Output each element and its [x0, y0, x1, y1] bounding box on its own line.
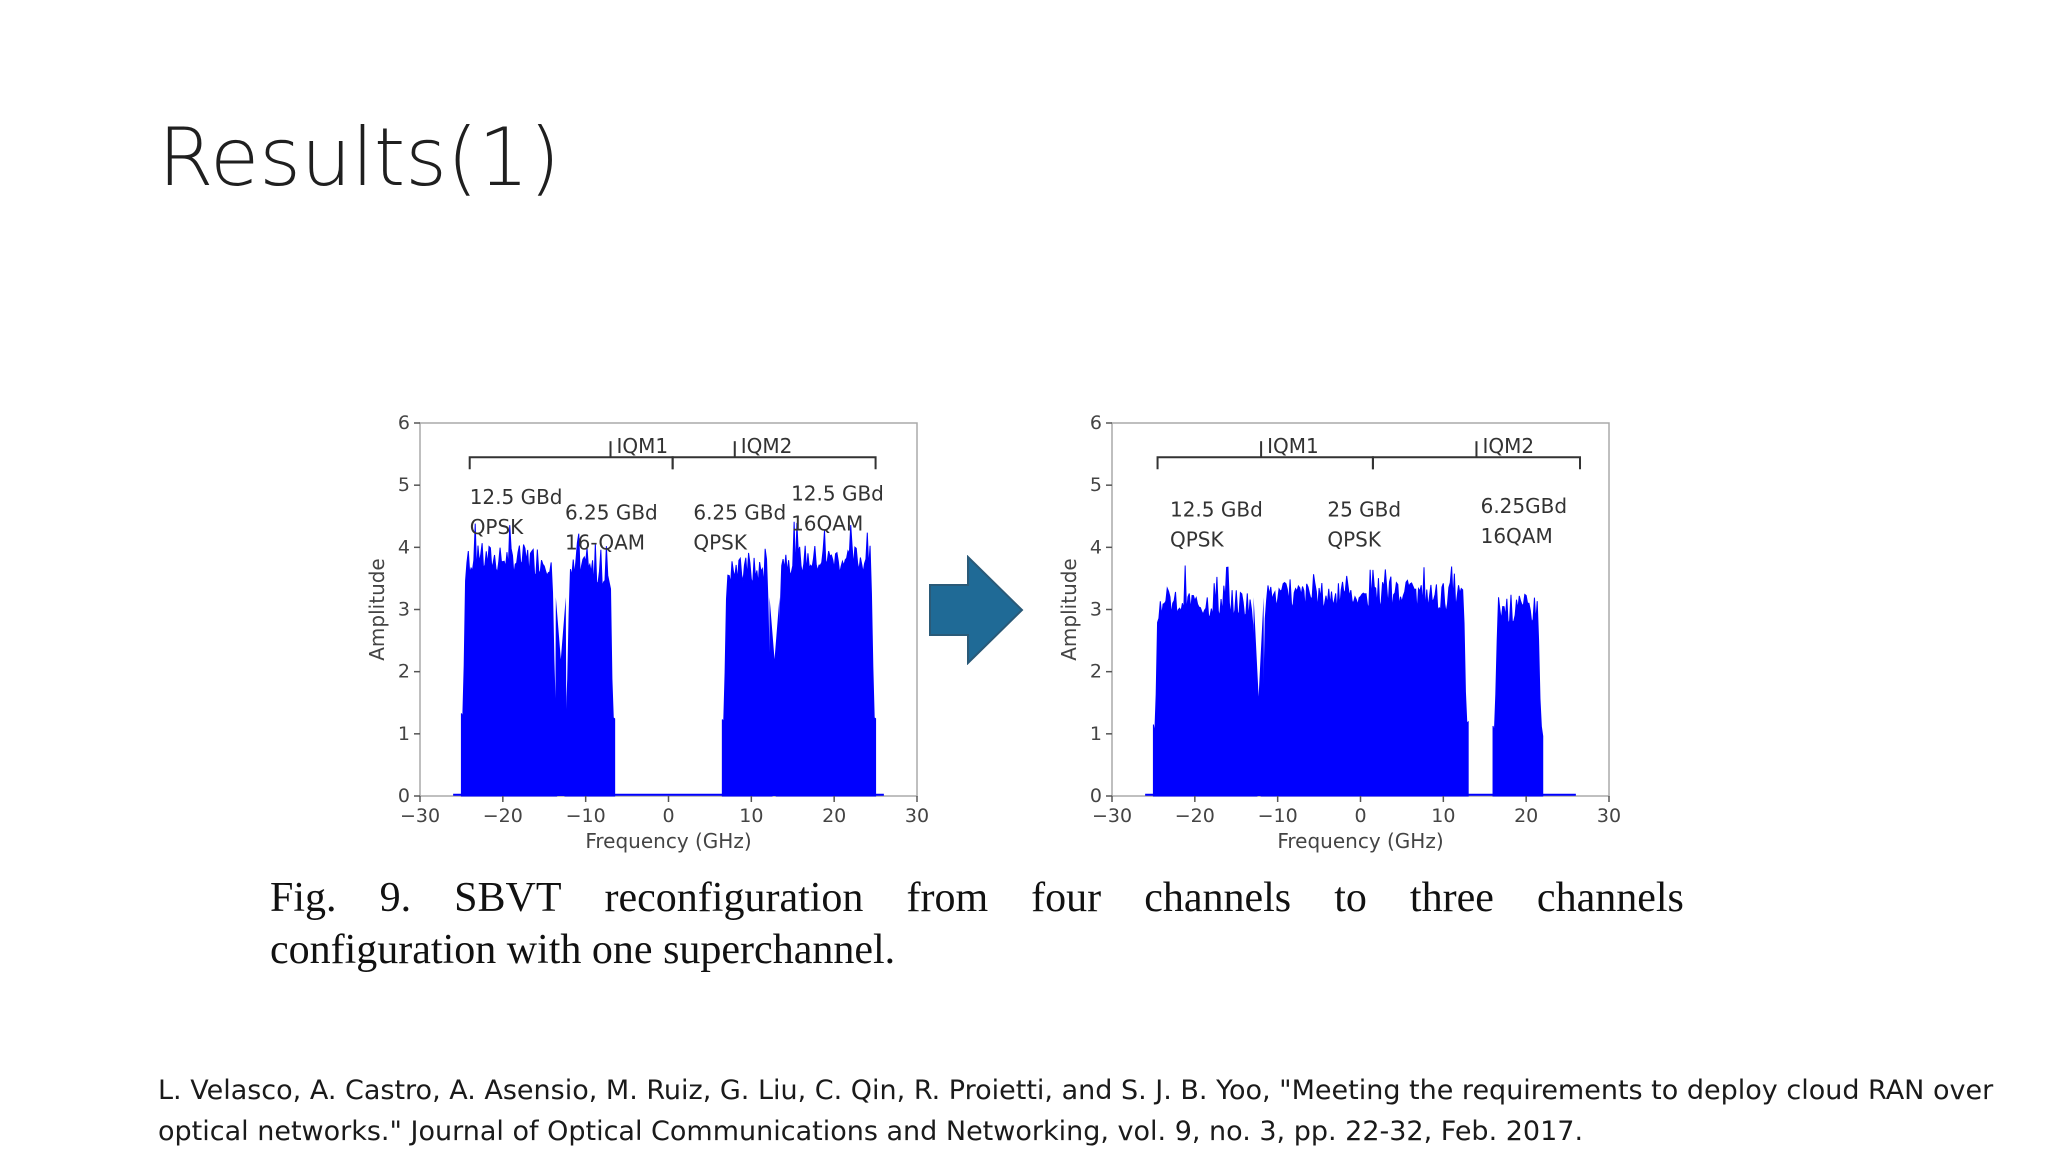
x-tick-label: −10	[1258, 805, 1298, 827]
caption-line-2: configuration with one superchannel.	[270, 927, 896, 973]
caption-word: SBVT	[454, 875, 562, 921]
band-annotation: QPSK	[1170, 527, 1224, 551]
group-label: IQM2	[741, 434, 793, 458]
x-tick-label: −30	[1092, 805, 1132, 827]
spectrum-band	[775, 521, 877, 797]
y-tick-label: 3	[1090, 599, 1102, 621]
group-bracket	[671, 456, 877, 470]
y-tick-label: 0	[1090, 785, 1102, 807]
band-annotation: 25 GBd	[1327, 497, 1401, 521]
caption-word: channels	[1536, 875, 1684, 921]
y-tick-label: 5	[398, 474, 410, 496]
spectrum-dip	[1252, 597, 1265, 796]
caption-word: three	[1409, 875, 1494, 921]
x-tick-label: 20	[1514, 805, 1538, 827]
band-annotation: 16QAM	[1481, 524, 1553, 548]
caption-word: from	[906, 875, 989, 921]
spectrum-band	[1492, 593, 1544, 797]
y-tick-label: 1	[398, 723, 410, 745]
caption-word: Fig.	[270, 875, 337, 921]
band-annotation: 12.5 GBd	[470, 485, 563, 509]
band-annotation: 6.25GBd	[1481, 494, 1567, 518]
band-annotation: 16QAM	[791, 512, 863, 536]
caption-word: reconfiguration	[604, 875, 864, 921]
x-tick-label: 0	[1354, 805, 1366, 827]
group-label: IQM1	[1267, 434, 1319, 458]
spectrum-dip	[768, 597, 781, 796]
x-tick-label: −20	[1175, 805, 1215, 827]
y-tick-label: 6	[1090, 412, 1102, 434]
band-annotation: QPSK	[1327, 527, 1381, 551]
group-bracket	[1371, 456, 1582, 470]
spectrum-dip	[555, 597, 567, 796]
group-label: IQM1	[617, 434, 669, 458]
caption-word: channels	[1144, 875, 1292, 921]
spectrum-band	[1152, 565, 1258, 797]
band-annotation: QPSK	[693, 530, 747, 554]
right-arrow-icon	[929, 555, 1024, 665]
x-tick-label: 30	[1597, 805, 1621, 827]
x-tick-label: −30	[400, 805, 440, 827]
spectrum-band	[1260, 566, 1469, 797]
x-tick-label: 10	[739, 805, 763, 827]
y-tick-label: 0	[398, 785, 410, 807]
x-tick-label: −10	[566, 805, 606, 827]
spectrum-band	[564, 533, 616, 797]
y-tick-label: 4	[398, 536, 410, 558]
x-tick-label: 30	[905, 805, 929, 827]
band-annotation: 12.5 GBd	[791, 482, 884, 506]
spectrum-band	[460, 523, 558, 797]
reference-citation: L. Velasco, A. Castro, A. Asensio, M. Ru…	[158, 1075, 1994, 1147]
x-axis-label: Frequency (GHz)	[1277, 829, 1443, 853]
x-tick-label: 0	[662, 805, 674, 827]
y-tick-label: 4	[1090, 536, 1102, 558]
spectrum-band	[721, 548, 773, 797]
caption-word: to	[1334, 875, 1367, 921]
band-annotation: 16-QAM	[565, 530, 645, 554]
band-annotation: QPSK	[470, 515, 524, 539]
band-annotation: 12.5 GBd	[1170, 497, 1263, 521]
x-axis-label: Frequency (GHz)	[585, 829, 751, 853]
y-tick-label: 2	[398, 661, 410, 683]
y-tick-label: 2	[1090, 661, 1102, 683]
x-tick-label: 20	[822, 805, 846, 827]
slide-title: Results(1)	[158, 111, 561, 204]
x-tick-label: 10	[1431, 805, 1455, 827]
y-axis-label: Amplitude	[365, 558, 389, 661]
y-tick-label: 1	[1090, 723, 1102, 745]
caption-word: 9.	[379, 875, 412, 921]
caption-line-1: Fig. 9. SBVT reconfiguration from four channel…	[270, 872, 1684, 924]
y-tick-label: 6	[398, 412, 410, 434]
x-tick-label: −20	[483, 805, 523, 827]
figure-caption: Fig. 9. SBVT reconfiguration from four channel…	[270, 872, 1684, 976]
y-tick-label: 3	[398, 599, 410, 621]
band-annotation: 6.25 GBd	[565, 500, 658, 524]
y-tick-label: 5	[1090, 474, 1102, 496]
figure: −30 −20 −10 0 10 20 30 0 1 2 3 4 5 6 Frequency (GHz) Am…	[260, 390, 1710, 990]
caption-word: four	[1031, 875, 1102, 921]
y-axis-label: Amplitude	[1057, 558, 1081, 661]
group-label: IQM2	[1482, 434, 1534, 458]
band-annotation: 6.25 GBd	[693, 500, 786, 524]
